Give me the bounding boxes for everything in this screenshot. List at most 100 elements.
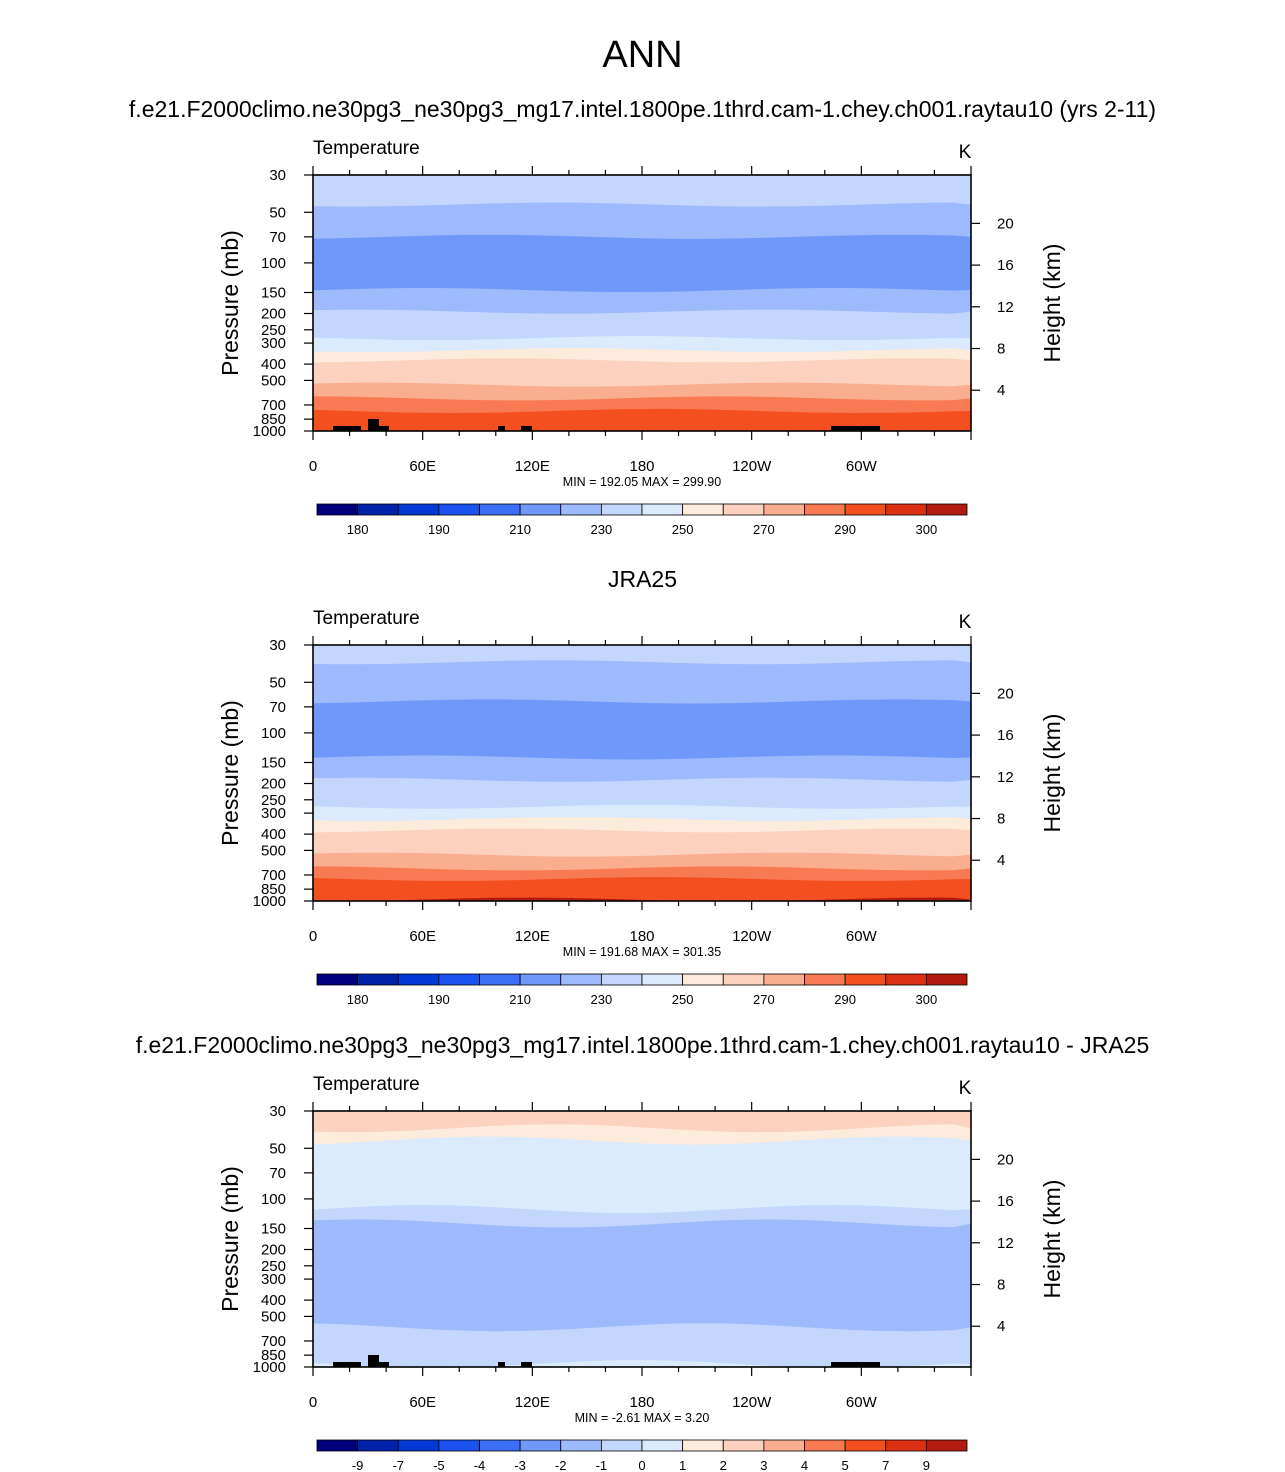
colorbar-label: 190 (428, 992, 450, 1007)
y-right-tick-label: 16 (997, 1193, 1014, 1210)
x-tick-label: 120W (732, 1394, 772, 1411)
colorbar-swatch (641, 973, 684, 986)
y-tick-label: 400 (261, 826, 286, 843)
y-tick-label: 400 (261, 356, 286, 373)
colorbar-label: 210 (509, 522, 531, 537)
topography-block (333, 426, 361, 431)
y-tick-label: 700 (261, 397, 286, 414)
y-right-tick-label: 4 (997, 852, 1005, 869)
colorbar-label: -2 (555, 1458, 567, 1472)
y-tick-label: 500 (261, 842, 286, 859)
colorbar-swatch (641, 1439, 684, 1452)
y-right-tick-label: 8 (997, 1277, 1005, 1294)
stats-label: MIN = 192.05 MAX = 299.90 (563, 475, 721, 489)
x-tick-label: 120E (515, 928, 550, 945)
y-tick-label: 200 (261, 776, 286, 793)
colorbar-swatch (804, 973, 846, 986)
y-tick-label: 500 (261, 372, 286, 389)
variable-label: Temperature (313, 1074, 420, 1095)
y-right-tick-label: 8 (997, 811, 1005, 828)
y-tick-label: 300 (261, 805, 286, 822)
colorbar-label: 270 (753, 992, 775, 1007)
colorbar-swatch (722, 973, 765, 986)
units-label: K (959, 142, 972, 163)
colorbar-swatch (885, 503, 927, 516)
variable-label: Temperature (313, 138, 420, 159)
x-tick-label: 60W (846, 458, 878, 475)
x-tick-label: 180 (629, 928, 654, 945)
colorbar-swatch (804, 1439, 846, 1452)
y-tick-label: 200 (261, 1242, 286, 1259)
colorbar-swatch (804, 503, 846, 516)
y-tick-label: 70 (269, 699, 286, 716)
colorbar-label: 300 (916, 992, 938, 1007)
stats-label: MIN = -2.61 MAX = 3.20 (575, 1411, 710, 1425)
colorbar-swatch (438, 973, 480, 986)
colorbar-swatch (479, 503, 521, 516)
colorbar-swatch (560, 1439, 602, 1452)
topography-block (379, 1362, 389, 1367)
y-right-tick-label: 12 (997, 299, 1014, 316)
colorbar-label: 210 (509, 992, 531, 1007)
y-right-tick-label: 20 (997, 685, 1014, 702)
colorbar-label: 180 (347, 992, 369, 1007)
x-tick-label: 60E (409, 1394, 436, 1411)
colorbar-swatch (722, 503, 765, 516)
topography-block (831, 426, 880, 431)
y-tick-label: 700 (261, 1333, 286, 1350)
topography-block (521, 1362, 532, 1367)
colorbar-label: 4 (801, 1458, 808, 1472)
y-right-tick-label: 20 (997, 1151, 1014, 1168)
y-axis-label: Pressure (mb) (217, 1166, 243, 1312)
colorbar-swatch (885, 1439, 927, 1452)
x-tick-label: 120W (732, 458, 772, 475)
colorbar-swatch (600, 503, 643, 516)
colorbar-swatch (438, 1439, 480, 1452)
temperature-panel-model: Temperature K3050701001502002503004005007… (217, 138, 1065, 537)
colorbar-swatch (641, 503, 684, 516)
topography-block (368, 419, 379, 431)
colorbar-swatch (600, 973, 643, 986)
y-axis-label: Pressure (mb) (217, 230, 243, 376)
colorbar-label: -4 (474, 1458, 486, 1472)
y-right-axis-label: Height (km) (1039, 244, 1065, 363)
x-tick-label: 60E (409, 458, 436, 475)
y-tick-label: 1000 (253, 893, 286, 910)
y-tick-label: 100 (261, 1191, 286, 1208)
y-tick-label: 300 (261, 1271, 286, 1288)
colorbar-swatch (844, 503, 887, 516)
colorbar-label: -7 (392, 1458, 404, 1472)
colorbar-swatch (682, 973, 724, 986)
contour-band (313, 422, 971, 431)
x-tick-label: 120E (515, 1394, 550, 1411)
colorbar-label: 290 (834, 522, 856, 537)
y-right-tick-label: 20 (997, 215, 1014, 232)
colorbar-swatch (357, 1439, 399, 1452)
contour-band (313, 1360, 971, 1369)
x-tick-label: 0 (309, 458, 317, 475)
colorbar-label: 1 (679, 1458, 686, 1472)
colorbar-swatch (438, 503, 480, 516)
topography-block (498, 426, 505, 431)
colorbar-label: -3 (514, 1458, 526, 1472)
colorbar-label: -9 (352, 1458, 364, 1472)
y-right-tick-label: 16 (997, 257, 1014, 274)
units-label: K (959, 612, 972, 633)
x-tick-label: 180 (629, 458, 654, 475)
x-tick-label: 120E (515, 458, 550, 475)
colorbar-swatch (844, 973, 887, 986)
y-right-tick-label: 4 (997, 382, 1005, 399)
colorbar-swatch (397, 503, 440, 516)
colorbar-swatch (925, 503, 968, 516)
colorbar-swatch (397, 1439, 440, 1452)
y-tick-label: 30 (269, 1103, 286, 1120)
x-tick-label: 180 (629, 1394, 654, 1411)
colorbar-swatch (316, 503, 359, 516)
colorbar-swatch (357, 503, 399, 516)
colorbar-label: -1 (596, 1458, 608, 1472)
colorbar-swatch (397, 973, 440, 986)
topography-block (831, 1362, 880, 1367)
y-right-tick-label: 4 (997, 1318, 1005, 1335)
colorbar-label: 0 (638, 1458, 645, 1472)
y-tick-label: 250 (261, 322, 286, 339)
